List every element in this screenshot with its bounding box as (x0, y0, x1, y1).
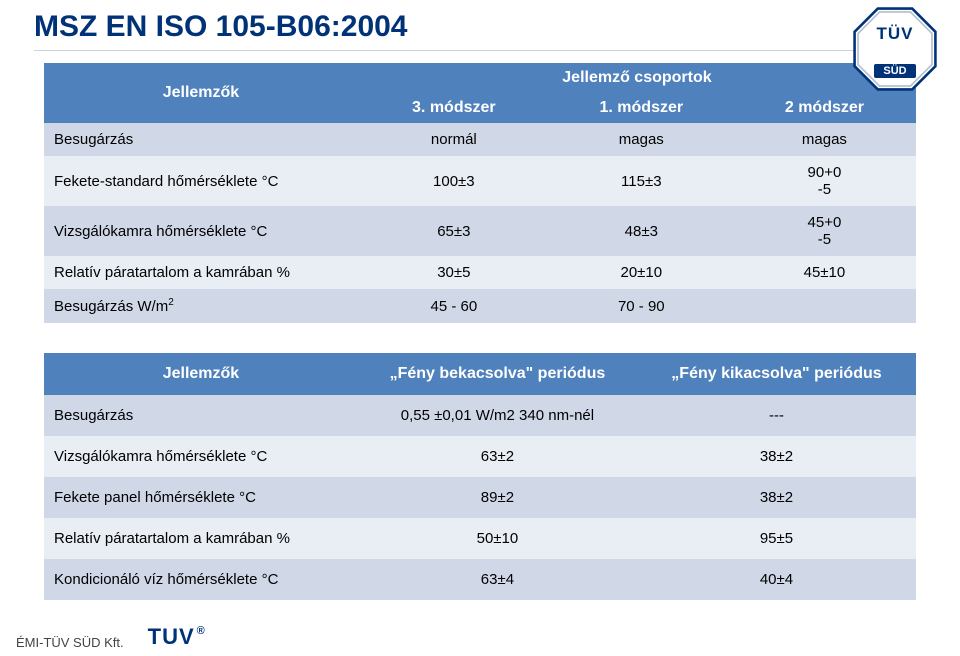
t2-r4-v1: 40±4 (637, 559, 916, 600)
t2-r1-v1: 38±2 (637, 436, 916, 477)
t1-r2-v0: 65±3 (358, 206, 550, 256)
table-row: Fekete panel hőmérséklete °C 89±2 38±2 (44, 477, 916, 518)
t2-r3-label: Relatív páratartalom a kamrában % (44, 518, 358, 559)
t2-r3-v1: 95±5 (637, 518, 916, 559)
footer-company: ÉMI-TÜV SÜD Kft. (16, 635, 124, 650)
t1-r4-label-text: Besugárzás W/m (54, 298, 168, 315)
t2-r2-label: Fekete panel hőmérséklete °C (44, 477, 358, 518)
t1-head-col-2: 2 módszer (733, 93, 916, 123)
table-row: Vizsgálókamra hőmérséklete °C 63±2 38±2 (44, 436, 916, 477)
logo-main-text: TÜV (852, 24, 938, 44)
t2-r0-v0: 0,55 ±0,01 W/m2 340 nm-nél (358, 395, 637, 436)
t1-r0-v2: magas (733, 123, 916, 156)
t2-r4-label: Kondicionáló víz hőmérséklete °C (44, 559, 358, 600)
slide: MSZ EN ISO 105-B06:2004 TÜV SÜD Jellemző… (0, 0, 960, 656)
table-row: Besugárzás 0,55 ±0,01 W/m2 340 nm-nél --… (44, 395, 916, 436)
t1-r4-label-sup: 2 (168, 297, 174, 308)
t2-r2-v1: 38±2 (637, 477, 916, 518)
t2-head-1: „Fény bekacsolva" periódus (358, 353, 637, 395)
t1-r2-v1: 48±3 (550, 206, 733, 256)
t2-r1-label: Vizsgálókamra hőmérséklete °C (44, 436, 358, 477)
t2-r2-v0: 89±2 (358, 477, 637, 518)
table-row: Besugárzás W/m2 45 - 60 70 - 90 (44, 289, 916, 323)
table-row: Besugárzás normál magas magas (44, 123, 916, 156)
t1-r1-label: Fekete-standard hőmérséklete °C (44, 156, 358, 206)
t1-head-rowlabel: Jellemzők (44, 63, 358, 123)
t1-r0-v0: normál (358, 123, 550, 156)
t1-head-col-0: 3. módszer (358, 93, 550, 123)
t1-r2-v2: 45+0 -5 (733, 206, 916, 256)
t1-r4-v0: 45 - 60 (358, 289, 550, 323)
conditions-table-2: Jellemzők „Fény bekacsolva" periódus „Fé… (44, 353, 916, 600)
t1-head-group: Jellemző csoportok (358, 63, 916, 93)
t2-r0-v1: --- (637, 395, 916, 436)
table-row: Relatív páratartalom a kamrában % 50±10 … (44, 518, 916, 559)
t1-r1-v0: 100±3 (358, 156, 550, 206)
t2-r0-label: Besugárzás (44, 395, 358, 436)
t1-r3-v1: 20±10 (550, 256, 733, 289)
t1-r1-v2: 90+0 -5 (733, 156, 916, 206)
t2-r4-v0: 63±4 (358, 559, 637, 600)
logo-sub-text: SÜD (874, 64, 916, 78)
conditions-table-1: Jellemzők Jellemző csoportok 3. módszer … (44, 63, 916, 323)
t1-r3-v2: 45±10 (733, 256, 916, 289)
t1-head-col-1: 1. módszer (550, 93, 733, 123)
table-row: Kondicionáló víz hőmérséklete °C 63±4 40… (44, 559, 916, 600)
page-title: MSZ EN ISO 105-B06:2004 (34, 10, 860, 44)
t1-r1-v1: 115±3 (550, 156, 733, 206)
t1-r0-label: Besugárzás (44, 123, 358, 156)
t1-r4-v2 (733, 289, 916, 323)
t2-head-0: Jellemzők (44, 353, 358, 395)
octagon-icon (852, 6, 938, 92)
t1-r3-label: Relatív páratartalom a kamrában % (44, 256, 358, 289)
footer-logo-text: TUV (148, 624, 195, 649)
t1-r2-label: Vizsgálókamra hőmérséklete °C (44, 206, 358, 256)
registered-icon: ® (197, 625, 206, 637)
title-bar: MSZ EN ISO 105-B06:2004 (0, 10, 960, 44)
table-row: Relatív páratartalom a kamrában % 30±5 2… (44, 256, 916, 289)
t2-head-2: „Fény kikacsolva" periódus (637, 353, 916, 395)
t1-r0-v1: magas (550, 123, 733, 156)
t1-r4-v1: 70 - 90 (550, 289, 733, 323)
footer: ÉMI-TÜV SÜD Kft. TUV® (16, 624, 204, 650)
table-row: Vizsgálókamra hőmérséklete °C 65±3 48±3 … (44, 206, 916, 256)
t2-r1-v0: 63±2 (358, 436, 637, 477)
t1-r4-label: Besugárzás W/m2 (44, 289, 358, 323)
tuv-logo: TÜV SÜD (852, 6, 938, 92)
footer-logo: TUV® (148, 624, 204, 650)
table-row: Fekete-standard hőmérséklete °C 100±3 11… (44, 156, 916, 206)
t1-r3-v0: 30±5 (358, 256, 550, 289)
tables-container: Jellemzők Jellemző csoportok 3. módszer … (0, 51, 960, 600)
t2-r3-v0: 50±10 (358, 518, 637, 559)
